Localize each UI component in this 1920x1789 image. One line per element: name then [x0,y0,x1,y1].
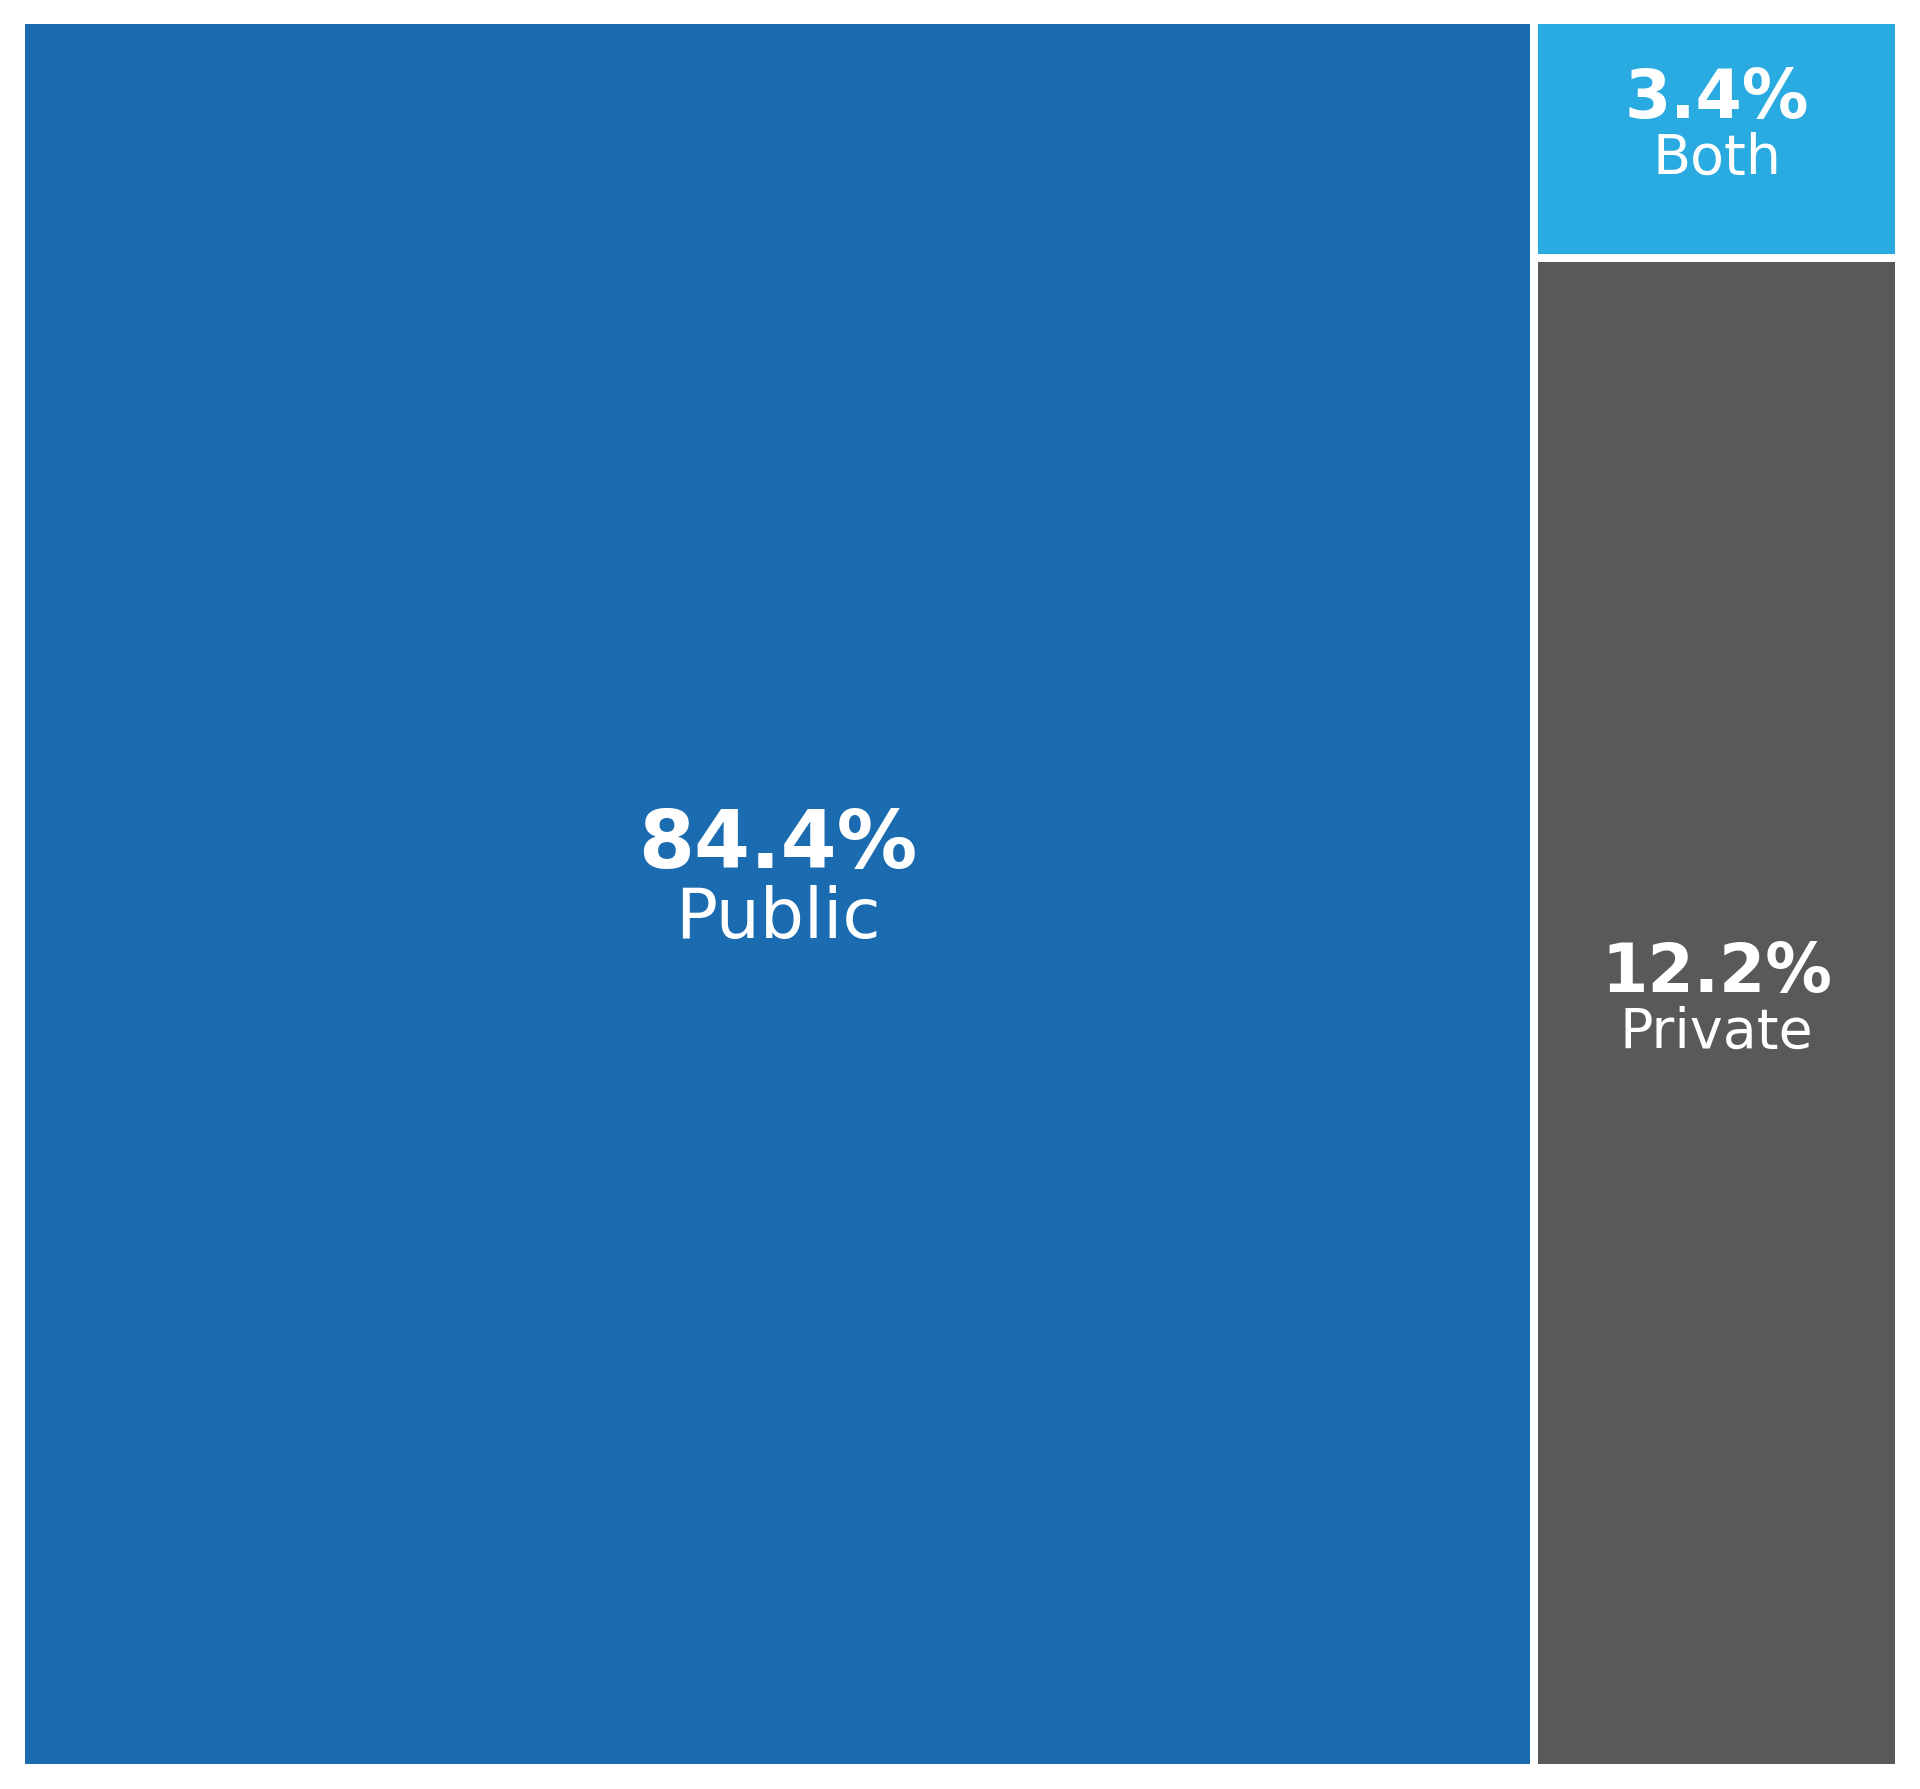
Bar [1538,25,1895,254]
Text: Private: Private [1620,1005,1812,1059]
Text: 3.4%: 3.4% [1624,66,1809,132]
Text: 84.4%: 84.4% [637,807,918,886]
Text: 12.2%: 12.2% [1601,939,1832,1005]
Text: Both: Both [1651,132,1782,186]
Bar [25,25,1530,1764]
Text: Public: Public [674,886,879,952]
Bar [1538,263,1895,1764]
